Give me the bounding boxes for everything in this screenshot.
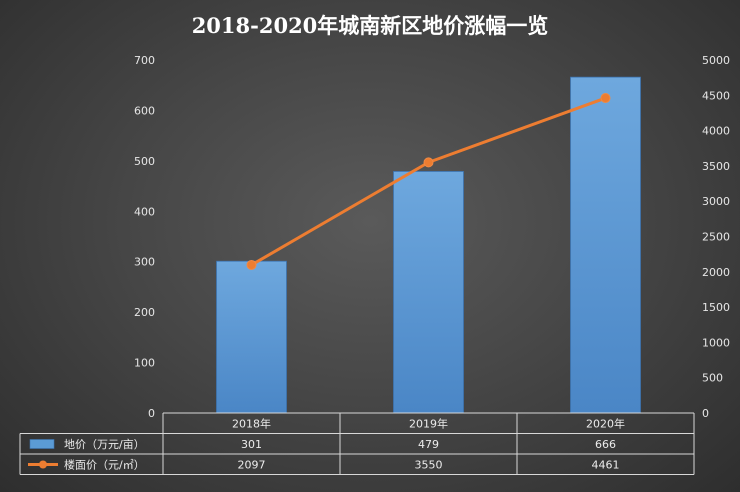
x-tick-label: 2020年 xyxy=(586,417,625,431)
y-left-tick-label: 600 xyxy=(134,104,155,117)
chart-title: 2018-2020年城南新区地价涨幅一览 xyxy=(192,13,549,38)
y-left-tick-label: 700 xyxy=(134,54,155,67)
bar xyxy=(216,260,287,414)
line-point xyxy=(600,93,611,104)
table-cell: 4461 xyxy=(592,459,620,472)
legend-label: 地价（万元/亩） xyxy=(64,437,145,451)
y-right-tick-label: 4000 xyxy=(702,125,730,138)
table-cell: 479 xyxy=(418,438,439,451)
y-right-tick-label: 500 xyxy=(702,372,723,385)
table-cell: 301 xyxy=(241,438,262,451)
plot-area: 0 100 200 300 400 500 600 700 0 500 1000 1500 2000 25… xyxy=(134,54,730,420)
y-right-tick-label: 2000 xyxy=(702,266,730,279)
legend-key-marker xyxy=(39,460,47,469)
legend-key-bar xyxy=(29,439,55,449)
bar xyxy=(393,171,464,414)
table-cell: 2097 xyxy=(238,459,266,472)
x-tick-label: 2018年 xyxy=(232,417,271,431)
y-right-tick-label: 0 xyxy=(702,407,709,420)
y-left-tick-label: 300 xyxy=(134,256,155,269)
y-right-tick-label: 1500 xyxy=(702,301,730,314)
y-right-tick-label: 4500 xyxy=(702,89,730,102)
y-right-tick-label: 3500 xyxy=(702,160,730,173)
y-left-tick-label: 500 xyxy=(134,155,155,168)
y-right-tick-label: 1000 xyxy=(702,336,730,349)
y-right-tick-label: 3000 xyxy=(702,195,730,208)
bar xyxy=(570,76,641,414)
line-point xyxy=(423,157,434,168)
y-left-tick-label: 100 xyxy=(134,357,155,370)
line-point xyxy=(246,259,257,270)
table-cell: 3550 xyxy=(415,459,443,472)
y-left-tick-label: 200 xyxy=(134,306,155,319)
y-left-tick-label: 0 xyxy=(148,407,155,420)
legend-label: 楼面价（元/㎡） xyxy=(64,458,145,472)
y-right-tick-label: 2500 xyxy=(702,231,730,244)
y-right-tick-label: 5000 xyxy=(702,54,730,67)
y-left-tick-label: 400 xyxy=(134,205,155,218)
table-cell: 666 xyxy=(595,438,616,451)
x-tick-label: 2019年 xyxy=(409,417,448,431)
